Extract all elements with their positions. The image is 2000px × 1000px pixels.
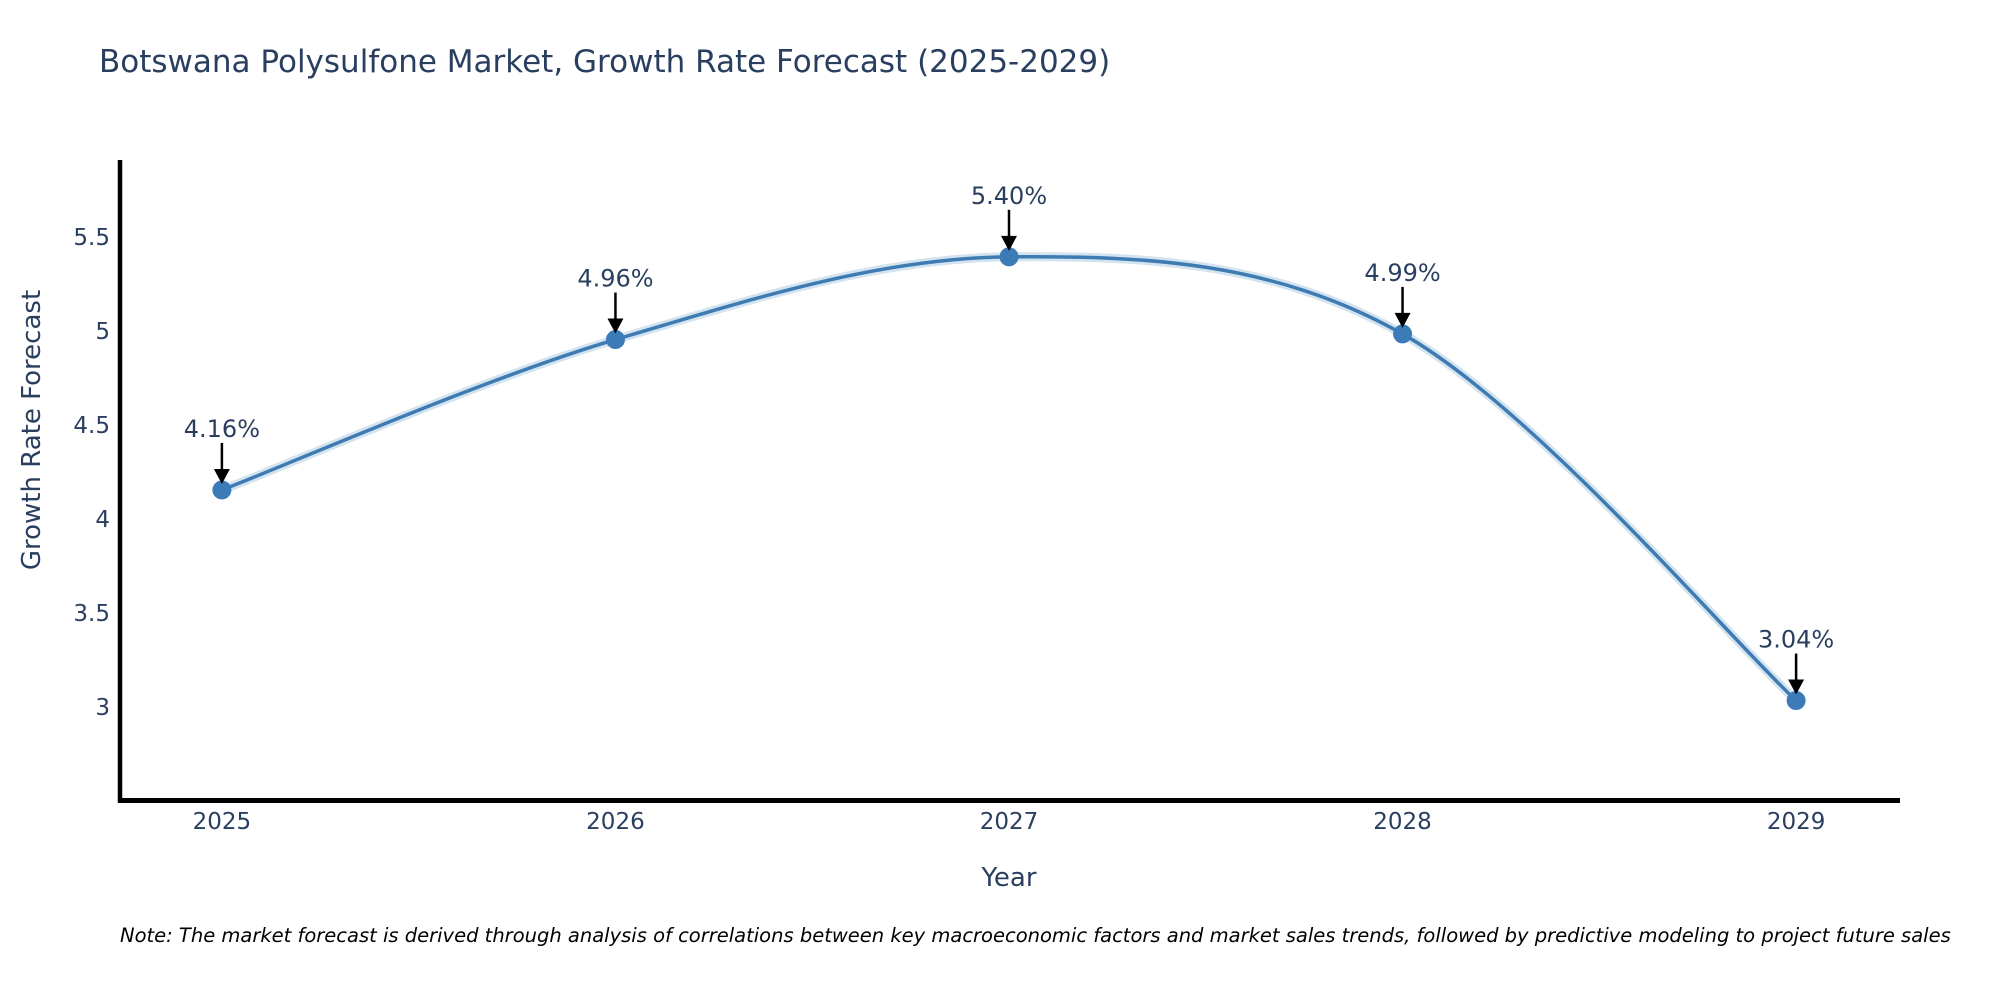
y-tick-label: 5: [95, 319, 110, 345]
series-line-halo: [217, 252, 1801, 706]
annotation-arrowhead: [213, 468, 230, 484]
series-line: [220, 254, 1798, 703]
annotation-arrowhead: [1001, 235, 1017, 251]
point-annotation: 4.99%: [1364, 259, 1440, 287]
x-axis-title: Year: [980, 863, 1036, 893]
point-annotation: 4.96%: [577, 265, 653, 293]
chart-title: Botswana Polysulfone Market, Growth Rate…: [99, 44, 1111, 80]
annotation-arrowhead: [607, 318, 624, 334]
footnote: Note: The market forecast is derived thr…: [120, 924, 1951, 947]
x-tick-label: 2026: [586, 809, 645, 835]
annotation-arrowhead: [1788, 679, 1805, 695]
x-tick-label: 2027: [980, 809, 1039, 835]
data-point: [605, 330, 625, 350]
y-tick-label: 3: [95, 695, 110, 721]
x-tick-label: 2029: [1767, 809, 1826, 835]
point-annotation: 3.04%: [1758, 626, 1834, 654]
y-tick-label: 5.5: [73, 225, 110, 251]
point-annotation: 5.40%: [971, 182, 1047, 210]
x-tick-label: 2028: [1373, 809, 1432, 835]
y-axis-title: Growth Rate Forecast: [17, 290, 47, 570]
y-tick-label: 4: [95, 507, 110, 533]
y-tick-label: 4.5: [73, 413, 110, 439]
data-point: [1786, 691, 1806, 711]
point-annotation: 4.16%: [184, 415, 260, 443]
data-point: [212, 480, 232, 500]
x-tick-label: 2025: [193, 809, 252, 835]
annotation-arrowhead: [1394, 312, 1411, 328]
data-point: [999, 247, 1019, 267]
data-point: [1393, 324, 1413, 344]
y-tick-label: 3.5: [73, 601, 110, 627]
